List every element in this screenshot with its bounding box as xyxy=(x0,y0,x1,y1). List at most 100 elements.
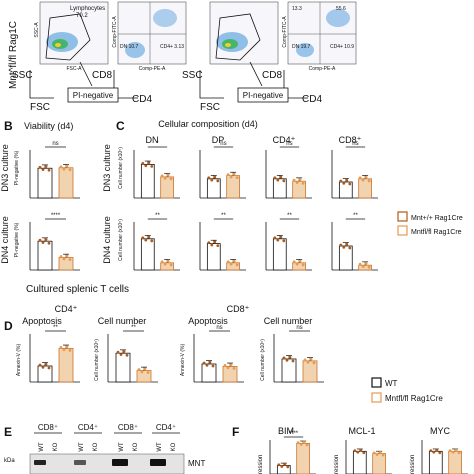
data-point xyxy=(125,353,129,357)
gene-title: BIM xyxy=(278,426,294,436)
data-point xyxy=(291,359,295,363)
bar-chart: ** xyxy=(199,213,246,271)
bar-chart: ** xyxy=(331,213,378,271)
data-point xyxy=(65,254,69,258)
marker-label: kDa xyxy=(4,458,15,464)
yaxis-2: Comp-FITC-A xyxy=(112,16,118,48)
data-point xyxy=(451,450,455,454)
data-point xyxy=(44,165,48,168)
bar-chart: ** xyxy=(133,213,180,271)
bar-ko xyxy=(302,360,318,383)
legend-entry: Mntfl/fl Rag1Cre xyxy=(411,229,462,236)
gate-box: PI-negative xyxy=(73,91,114,100)
data-point xyxy=(38,165,42,169)
data-point xyxy=(143,367,147,371)
data-point xyxy=(62,348,66,352)
bar-chart: ns xyxy=(331,141,378,199)
significance-label: ** xyxy=(131,325,136,331)
column-header: DP xyxy=(212,135,225,145)
data-point xyxy=(367,179,371,183)
data-point xyxy=(454,448,458,452)
data-point xyxy=(47,366,51,370)
panel-a: Mnt^fl/fl Rag1C Lymphocytes 70.2 SSC-A F… xyxy=(8,1,357,113)
data-point xyxy=(207,176,211,180)
data-point xyxy=(216,179,220,183)
data-point xyxy=(226,260,230,264)
significance-label: ns xyxy=(52,141,58,147)
data-point xyxy=(448,449,452,453)
bar-wt xyxy=(140,238,155,271)
data-point xyxy=(345,178,349,182)
group-header: CD4⁺ xyxy=(55,304,78,314)
data-point xyxy=(68,168,72,172)
bar-wt xyxy=(281,358,297,383)
data-point xyxy=(367,265,371,269)
gate-name-1: Lymphocytes xyxy=(70,6,105,12)
legend-c: Mnt+/+ Rag1Cre Mntfl/fl Rag1Cre xyxy=(397,211,463,236)
lane-label: WT xyxy=(79,442,85,452)
flow-plot-1: Lymphocytes 70.2 SSC-A FSC-A xyxy=(34,1,109,72)
data-point xyxy=(147,161,151,165)
xaxis-2: Comp-PE-A xyxy=(139,66,166,72)
bar-wt xyxy=(37,240,53,271)
yaxis-1: SSC-A xyxy=(34,22,40,38)
data-point xyxy=(235,263,239,267)
panel-letter-e: E xyxy=(4,425,12,439)
y-axis-label: PI-negative (%) xyxy=(14,150,20,185)
data-point xyxy=(226,173,230,176)
data-point xyxy=(276,178,280,182)
quadrant-label: 13.3 xyxy=(292,6,302,12)
data-point xyxy=(361,178,365,182)
bar-chart: **** xyxy=(269,431,316,474)
data-point xyxy=(361,265,365,268)
data-point xyxy=(277,463,281,467)
quadrant-label: DN 19.7 xyxy=(292,44,311,50)
data-point xyxy=(122,350,126,353)
y-axis-label: ression xyxy=(410,455,416,474)
yaxis-4: Comp-FITC-A xyxy=(282,16,288,48)
data-point xyxy=(358,262,362,266)
data-point xyxy=(342,181,346,185)
section-title: Cultured splenic T cells xyxy=(26,284,129,295)
bar-chart xyxy=(421,440,468,474)
panel-f: F BIM MCL-1 MYC ression ression ression … xyxy=(232,425,468,474)
flow-plot-2: DN 10.7 CD4+ 3.13 Comp-FITC-A Comp-PE-A xyxy=(112,1,187,72)
quadrant-label: CD4+ 3.13 xyxy=(160,44,184,50)
panel-letter-b: B xyxy=(4,119,13,133)
bar-wt xyxy=(338,245,353,271)
bar-wt xyxy=(37,167,53,199)
data-point xyxy=(62,167,66,171)
bar-chart: * xyxy=(133,141,180,199)
data-point xyxy=(229,262,233,266)
arrow-label: CD4 xyxy=(302,94,322,105)
data-point xyxy=(435,448,439,452)
panel-b: B Viability (d4) DN3 culture DN4 culture… xyxy=(0,119,80,271)
bar-wt xyxy=(115,352,131,383)
data-point xyxy=(301,263,305,267)
data-point xyxy=(283,462,287,466)
row-label: DN4 culture xyxy=(0,216,10,264)
y-axis-label: Cell number (x10⁵) xyxy=(118,219,124,261)
data-point xyxy=(362,451,366,455)
significance-label: ** xyxy=(155,213,160,219)
bar-ko xyxy=(372,453,386,474)
data-point xyxy=(292,178,296,182)
legend-swatch xyxy=(371,392,382,403)
data-point xyxy=(353,449,357,453)
data-point xyxy=(299,442,303,446)
lane-labels: WT KO WT KO WT KO WT KO xyxy=(39,442,177,452)
data-point xyxy=(342,245,346,249)
bar-wt xyxy=(428,450,443,474)
data-point xyxy=(59,165,63,169)
data-point xyxy=(364,175,368,179)
bar-chart: ** xyxy=(265,213,312,271)
subtitle: Apoptosis xyxy=(188,316,228,326)
bar-chart: ** xyxy=(29,325,80,383)
lane-label: WT xyxy=(119,442,125,452)
data-point xyxy=(339,243,343,247)
data-point xyxy=(147,235,151,239)
data-point xyxy=(429,449,433,453)
legend-swatch xyxy=(397,211,408,222)
data-point xyxy=(213,240,217,244)
